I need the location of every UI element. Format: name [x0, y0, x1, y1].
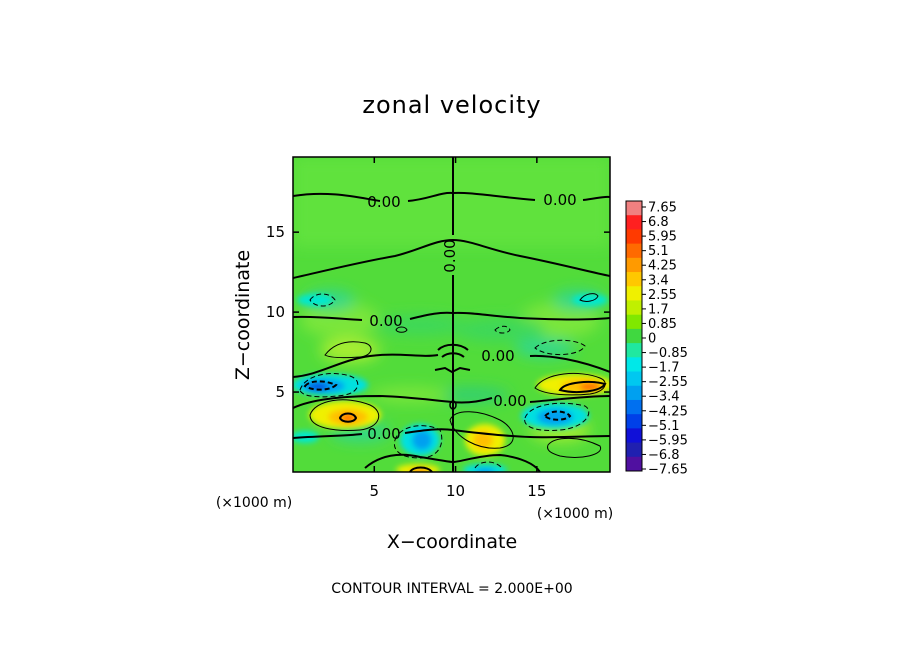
colorbar-label: −2.55: [648, 375, 688, 390]
colorbar-swatch: [626, 414, 642, 429]
contour-label: 0.00: [441, 239, 459, 272]
colorbar-label: −5.1: [648, 419, 680, 434]
contour-labels: 0.00 0.00 0.00 0.00 0.00 0.00 0.00: [367, 191, 576, 443]
y-axis: 5 10 15: [266, 223, 610, 401]
plot-frame: [292, 156, 611, 473]
colorbar-frame: [625, 200, 643, 472]
colorbar-label: −7.65: [648, 463, 688, 478]
colorbar-label: 0.85: [648, 317, 677, 332]
colorbar-swatch: [626, 300, 642, 316]
colorbar-swatch: [626, 314, 642, 330]
plot-area: 0.00 0.00 0.00 0.00 0.00 0.00 0.00: [293, 157, 610, 472]
x-axis: 5 10 15: [370, 157, 546, 500]
colorbar-label: −6.8: [648, 448, 680, 463]
chart-title: zonal velocity: [362, 91, 541, 119]
x-unit-label-right: (×1000 m): [537, 506, 613, 522]
colorbar: 7.656.85.955.14.253.42.551.70.850−0.85−1…: [625, 200, 688, 478]
colorbar-swatch: [626, 286, 642, 301]
colorbar-swatch: [626, 272, 642, 287]
colorbar-swatch: [626, 357, 642, 373]
x-tick-label: 15: [527, 482, 546, 500]
colorbar-swatch: [626, 371, 642, 387]
colorbar-label: 0: [648, 332, 656, 347]
x-tick-label: 5: [370, 482, 380, 500]
contour-lines: [293, 157, 610, 472]
colorbar-swatch: [626, 343, 642, 358]
contour-label: 0.00: [481, 347, 514, 365]
colorbar-swatch: [626, 428, 642, 444]
colorbar-label: −1.7: [648, 361, 680, 376]
colorbar-label: −0.85: [648, 346, 688, 361]
colorbar-swatch: [626, 328, 642, 344]
colorbar-swatch: [626, 442, 642, 458]
colorbar-swatch: [626, 243, 642, 259]
colorbar-label: 3.4: [648, 273, 669, 288]
colorbar-swatch: [626, 456, 642, 472]
colorbar-swatch: [626, 385, 642, 401]
colorbar-label: −3.4: [648, 390, 680, 405]
contour-label: 0.00: [367, 425, 400, 443]
colorbar-swatch: [626, 257, 642, 273]
colorbar-label: −4.25: [648, 404, 688, 419]
color-field: [293, 157, 610, 442]
colorbar-label: −5.95: [648, 433, 688, 448]
y-tick-label: 10: [266, 303, 285, 321]
colorbar-swatch: [626, 399, 642, 415]
colorbar-label: 5.95: [648, 230, 677, 245]
y-axis-label: Z−coordinate: [232, 250, 254, 380]
colorbar-swatch: [626, 229, 642, 245]
contour-label: 0.00: [493, 392, 526, 410]
colorbar-label: 1.7: [648, 302, 669, 317]
colorbar-swatch: [626, 201, 642, 216]
contour-label: 0.00: [369, 312, 402, 330]
colorbar-swatch: [626, 215, 642, 230]
colorbar-label: 2.55: [648, 288, 677, 303]
x-tick-label: 10: [446, 482, 465, 500]
contour-label: 0.00: [543, 191, 576, 209]
y-tick-label: 5: [275, 383, 285, 401]
contour-label: 0.00: [367, 193, 400, 211]
colorbar-label: 4.25: [648, 259, 677, 274]
colorbar-label: 7.65: [648, 201, 677, 216]
colorbar-label: 5.1: [648, 244, 669, 259]
x-axis-label: X−coordinate: [387, 531, 517, 553]
colorbar-label: 6.8: [648, 215, 669, 230]
contour-interval-note: CONTOUR INTERVAL = 2.000E+00: [331, 581, 572, 597]
x-unit-label-left: (×1000 m): [216, 495, 292, 511]
y-tick-label: 15: [266, 223, 285, 241]
